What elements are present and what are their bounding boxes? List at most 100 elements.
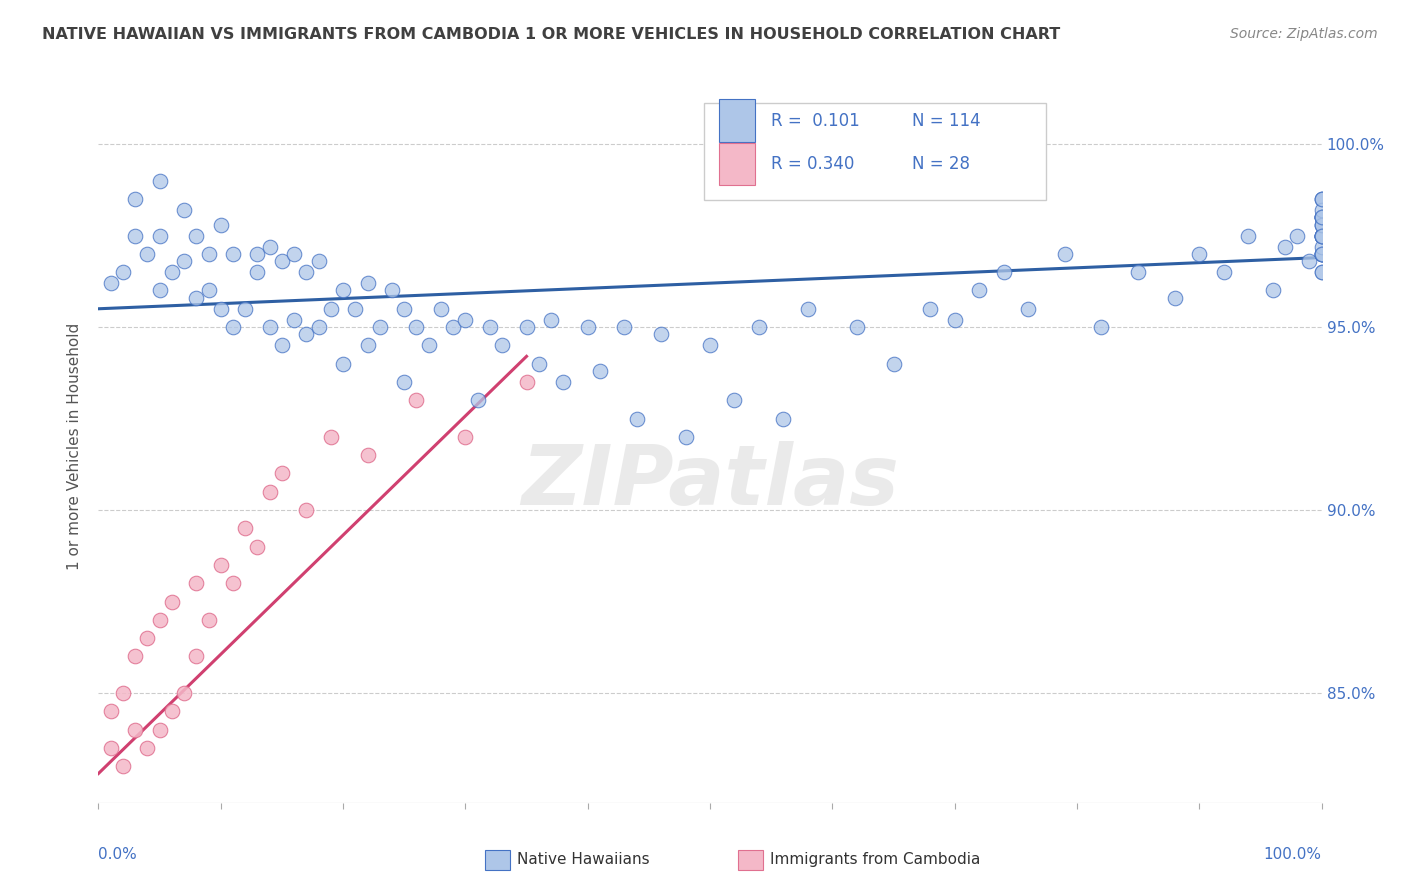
Point [675,430,697,444]
Point [699,338,721,352]
Point [197,247,219,261]
Point [283,247,305,261]
Point [124,723,146,737]
Point [356,448,378,462]
Point [1237,228,1260,243]
Point [883,357,905,371]
Point [1310,211,1333,225]
Point [1298,254,1320,268]
Point [209,218,232,232]
Point [356,276,378,290]
Text: 0.0%: 0.0% [98,847,138,862]
Point [967,284,990,298]
Point [1310,228,1333,243]
Point [209,301,232,316]
Point [149,228,172,243]
Point [186,649,208,664]
Point [124,649,146,664]
Point [222,320,245,334]
Text: ZIPatlas: ZIPatlas [522,442,898,522]
Point [295,503,318,517]
Point [748,320,770,334]
Point [392,375,416,389]
Point [405,393,427,408]
Point [1310,228,1333,243]
Point [295,265,318,279]
Text: N = 114: N = 114 [912,112,980,129]
Point [283,312,305,326]
Point [356,338,378,352]
Point [332,357,354,371]
Point [1310,218,1333,232]
Text: Source: ZipAtlas.com: Source: ZipAtlas.com [1230,27,1378,41]
FancyBboxPatch shape [718,99,755,142]
Point [1286,228,1309,243]
Point [1310,247,1333,261]
Point [1310,202,1333,217]
Point [173,686,195,700]
Point [454,312,477,326]
Point [149,613,172,627]
Point [772,411,794,425]
Point [222,576,245,591]
Point [1310,228,1333,243]
Text: Immigrants from Cambodia: Immigrants from Cambodia [770,853,981,867]
Point [1128,265,1150,279]
Point [1310,211,1333,225]
Point [136,247,159,261]
Point [1310,211,1333,225]
Point [454,430,477,444]
Point [1310,211,1333,225]
Point [111,759,134,773]
Point [1274,239,1296,253]
Text: N = 28: N = 28 [912,155,970,173]
Point [1261,284,1284,298]
Point [259,484,281,499]
Text: 100.0%: 100.0% [1264,847,1322,862]
Point [1310,228,1333,243]
Point [1310,192,1333,206]
Point [723,393,745,408]
Point [136,631,159,645]
Point [845,320,868,334]
Point [160,704,183,718]
Point [173,254,195,268]
Point [430,301,453,316]
Point [100,704,122,718]
Point [1053,247,1076,261]
Point [270,254,294,268]
Point [1310,228,1333,243]
Point [527,357,550,371]
Point [308,320,330,334]
Point [650,327,672,342]
Point [478,320,501,334]
Point [368,320,391,334]
Point [626,411,648,425]
Point [516,320,538,334]
Point [920,301,942,316]
Point [1310,247,1333,261]
Point [308,254,330,268]
Point [233,521,256,535]
Point [1310,247,1333,261]
Point [392,301,416,316]
Point [136,740,159,755]
Point [197,613,219,627]
Point [209,558,232,572]
Point [160,594,183,608]
Point [259,320,281,334]
Point [319,430,342,444]
Point [1310,239,1333,253]
Point [1310,228,1333,243]
Point [1310,192,1333,206]
Point [993,265,1015,279]
Point [467,393,489,408]
Y-axis label: 1 or more Vehicles in Household: 1 or more Vehicles in Household [67,322,83,570]
Point [540,312,562,326]
Point [100,276,122,290]
Point [124,192,146,206]
Point [418,338,440,352]
Point [1310,228,1333,243]
Point [1310,192,1333,206]
Point [1310,247,1333,261]
